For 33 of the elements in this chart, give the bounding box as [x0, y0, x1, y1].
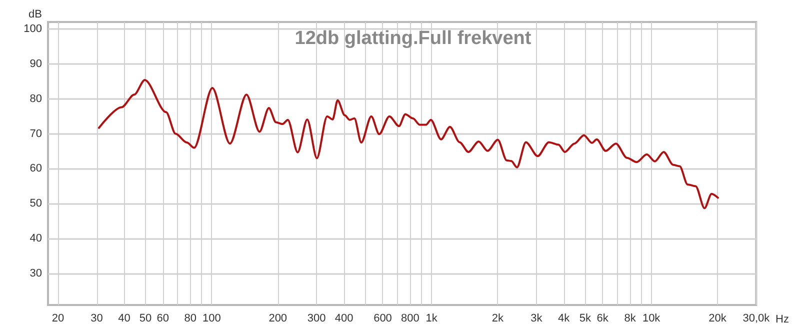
x-tick-label: 40	[118, 312, 130, 324]
x-tick-label: 3k	[530, 312, 543, 324]
x-tick-label: 2k	[492, 312, 504, 324]
x-tick-label: 6k	[596, 312, 609, 324]
x-tick-label: 300	[307, 312, 326, 324]
x-tick-label: 400	[334, 312, 354, 324]
x-tick-label: 60	[156, 312, 170, 324]
y-tick-label: 50	[30, 198, 42, 210]
x-tick-label: 600	[374, 312, 392, 324]
x-tick-label: 80	[184, 312, 197, 324]
y-axis-title: dB	[28, 8, 42, 20]
y-tick-label: 70	[30, 128, 42, 140]
y-tick-label: 60	[30, 162, 42, 175]
x-tick-label: 5k	[579, 312, 592, 324]
y-tick-label: 90	[30, 58, 42, 70]
y-tick-label: 80	[30, 92, 42, 105]
x-tick-label: 30	[90, 312, 103, 324]
y-tick-label: 100	[24, 22, 42, 35]
x-tick-label: 20	[52, 312, 64, 324]
x-tick-label: 1k	[426, 312, 438, 324]
x-tick-label: 4k	[558, 312, 570, 324]
x-axis-title: Hz	[776, 314, 790, 326]
x-tick-label: 8k	[624, 312, 636, 324]
x-tick-label: 800	[401, 312, 420, 324]
x-tick-label: 50	[139, 312, 152, 324]
x-tick-label: 10k	[642, 312, 661, 324]
x-tick-label: 30,0k	[742, 312, 770, 324]
x-tick-label: 200	[268, 312, 288, 324]
x-tick-label: 20k	[708, 312, 727, 324]
y-tick-label: 30	[30, 268, 42, 280]
x-tick-label: 100	[202, 312, 221, 324]
y-tick-label: 40	[30, 232, 42, 245]
chart-title: 12db glatting.Full frekvent	[294, 28, 532, 49]
